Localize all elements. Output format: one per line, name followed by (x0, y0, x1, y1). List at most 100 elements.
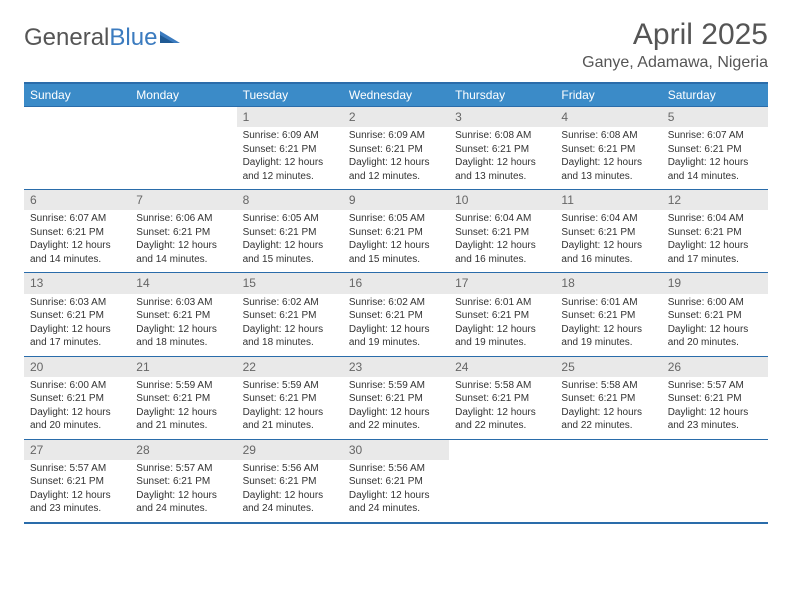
calendar-cell: 19Sunrise: 6:00 AMSunset: 6:21 PMDayligh… (662, 273, 768, 356)
calendar-cell (449, 439, 555, 523)
calendar-cell: 30Sunrise: 5:56 AMSunset: 6:21 PMDayligh… (343, 439, 449, 523)
sunrise-line: Sunrise: 5:57 AM (30, 462, 124, 476)
month-title: April 2025 (582, 18, 768, 52)
sunset-line: Sunset: 6:21 PM (561, 392, 655, 406)
calendar-cell: 25Sunrise: 5:58 AMSunset: 6:21 PMDayligh… (555, 356, 661, 439)
calendar-cell: 1Sunrise: 6:09 AMSunset: 6:21 PMDaylight… (237, 107, 343, 190)
sunrise-line: Sunrise: 6:09 AM (349, 129, 443, 143)
sunset-line: Sunset: 6:21 PM (561, 226, 655, 240)
day-body: Sunrise: 6:04 AMSunset: 6:21 PMDaylight:… (555, 210, 661, 272)
calendar-cell: 26Sunrise: 5:57 AMSunset: 6:21 PMDayligh… (662, 356, 768, 439)
day-body: Sunrise: 6:04 AMSunset: 6:21 PMDaylight:… (662, 210, 768, 272)
day-body: Sunrise: 6:02 AMSunset: 6:21 PMDaylight:… (237, 294, 343, 356)
sunset-line: Sunset: 6:21 PM (136, 475, 230, 489)
day-number: 16 (343, 273, 449, 293)
day-header: Tuesday (237, 83, 343, 107)
daylight-line: Daylight: 12 hours and 14 minutes. (668, 156, 762, 183)
sunset-line: Sunset: 6:21 PM (243, 143, 337, 157)
day-number: 7 (130, 190, 236, 210)
day-body: Sunrise: 6:02 AMSunset: 6:21 PMDaylight:… (343, 294, 449, 356)
day-number: 8 (237, 190, 343, 210)
day-body: Sunrise: 6:07 AMSunset: 6:21 PMDaylight:… (662, 127, 768, 189)
day-number: 25 (555, 357, 661, 377)
sunrise-line: Sunrise: 6:04 AM (455, 212, 549, 226)
calendar-cell: 6 Sunrise: 6:07 AMSunset: 6:21 PMDaylight… (24, 190, 130, 273)
calendar-cell: 23Sunrise: 5:59 AMSunset: 6:21 PMDayligh… (343, 356, 449, 439)
daylight-line: Daylight: 12 hours and 18 minutes. (136, 323, 230, 350)
daylight-line: Daylight: 12 hours and 19 minutes. (349, 323, 443, 350)
calendar-cell: 5Sunrise: 6:07 AMSunset: 6:21 PMDaylight… (662, 107, 768, 190)
daylight-line: Daylight: 12 hours and 24 minutes. (349, 489, 443, 516)
title-block: April 2025 Ganye, Adamawa, Nigeria (582, 18, 768, 72)
calendar-cell (662, 439, 768, 523)
daylight-line: Daylight: 12 hours and 17 minutes. (668, 239, 762, 266)
sunrise-line: Sunrise: 6:03 AM (30, 296, 124, 310)
sunset-line: Sunset: 6:21 PM (349, 309, 443, 323)
calendar-cell: 9Sunrise: 6:05 AMSunset: 6:21 PMDaylight… (343, 190, 449, 273)
calendar-cell: 15Sunrise: 6:02 AMSunset: 6:21 PMDayligh… (237, 273, 343, 356)
day-body: Sunrise: 6:08 AMSunset: 6:21 PMDaylight:… (555, 127, 661, 189)
daylight-line: Daylight: 12 hours and 23 minutes. (30, 489, 124, 516)
day-number: 13 (24, 273, 130, 293)
sunrise-line: Sunrise: 5:59 AM (243, 379, 337, 393)
sunset-line: Sunset: 6:21 PM (30, 226, 124, 240)
daylight-line: Daylight: 12 hours and 18 minutes. (243, 323, 337, 350)
calendar-cell: 21Sunrise: 5:59 AMSunset: 6:21 PMDayligh… (130, 356, 236, 439)
day-body: Sunrise: 5:57 AMSunset: 6:21 PMDaylight:… (130, 460, 236, 522)
day-body: Sunrise: 6:09 AMSunset: 6:21 PMDaylight:… (237, 127, 343, 189)
daylight-line: Daylight: 12 hours and 13 minutes. (455, 156, 549, 183)
calendar-cell: 22Sunrise: 5:59 AMSunset: 6:21 PMDayligh… (237, 356, 343, 439)
day-number: 26 (662, 357, 768, 377)
sunset-line: Sunset: 6:21 PM (30, 392, 124, 406)
sunrise-line: Sunrise: 6:08 AM (455, 129, 549, 143)
sunset-line: Sunset: 6:21 PM (30, 309, 124, 323)
sunrise-line: Sunrise: 6:00 AM (30, 379, 124, 393)
calendar-cell: 20Sunrise: 6:00 AMSunset: 6:21 PMDayligh… (24, 356, 130, 439)
calendar-cell: 2Sunrise: 6:09 AMSunset: 6:21 PMDaylight… (343, 107, 449, 190)
page-header: GeneralBlue April 2025 Ganye, Adamawa, N… (24, 18, 768, 72)
day-number: 5 (662, 107, 768, 127)
flag-icon (160, 24, 182, 52)
daylight-line: Daylight: 12 hours and 14 minutes. (30, 239, 124, 266)
sunset-line: Sunset: 6:21 PM (243, 309, 337, 323)
day-body: Sunrise: 6:05 AMSunset: 6:21 PMDaylight:… (237, 210, 343, 272)
day-body: Sunrise: 5:58 AMSunset: 6:21 PMDaylight:… (449, 377, 555, 439)
sunset-line: Sunset: 6:21 PM (349, 475, 443, 489)
day-body: Sunrise: 5:59 AMSunset: 6:21 PMDaylight:… (130, 377, 236, 439)
sunrise-line: Sunrise: 5:57 AM (136, 462, 230, 476)
day-body: Sunrise: 6:03 AMSunset: 6:21 PMDaylight:… (24, 294, 130, 356)
daylight-line: Daylight: 12 hours and 24 minutes. (243, 489, 337, 516)
day-number: 12 (662, 190, 768, 210)
sunrise-line: Sunrise: 6:07 AM (30, 212, 124, 226)
sunrise-line: Sunrise: 6:01 AM (561, 296, 655, 310)
sunset-line: Sunset: 6:21 PM (668, 309, 762, 323)
day-number: 11 (555, 190, 661, 210)
sunrise-line: Sunrise: 6:07 AM (668, 129, 762, 143)
sunrise-line: Sunrise: 5:59 AM (349, 379, 443, 393)
calendar-cell (555, 439, 661, 523)
day-number: 18 (555, 273, 661, 293)
sunset-line: Sunset: 6:21 PM (136, 392, 230, 406)
day-number: 9 (343, 190, 449, 210)
day-body: Sunrise: 5:58 AMSunset: 6:21 PMDaylight:… (555, 377, 661, 439)
day-number: 6 (24, 190, 130, 210)
day-header: Saturday (662, 83, 768, 107)
daylight-line: Daylight: 12 hours and 12 minutes. (349, 156, 443, 183)
day-body: Sunrise: 5:57 AMSunset: 6:21 PMDaylight:… (662, 377, 768, 439)
day-number: 19 (662, 273, 768, 293)
sunset-line: Sunset: 6:21 PM (243, 475, 337, 489)
day-body: Sunrise: 5:57 AMSunset: 6:21 PMDaylight:… (24, 460, 130, 522)
location-text: Ganye, Adamawa, Nigeria (582, 54, 768, 72)
calendar-cell (130, 107, 236, 190)
day-number: 17 (449, 273, 555, 293)
day-number: 4 (555, 107, 661, 127)
day-header: Friday (555, 83, 661, 107)
day-body: Sunrise: 6:06 AMSunset: 6:21 PMDaylight:… (130, 210, 236, 272)
sunrise-line: Sunrise: 6:02 AM (349, 296, 443, 310)
sunset-line: Sunset: 6:21 PM (30, 475, 124, 489)
daylight-line: Daylight: 12 hours and 19 minutes. (561, 323, 655, 350)
sunset-line: Sunset: 6:21 PM (668, 226, 762, 240)
sunset-line: Sunset: 6:21 PM (561, 143, 655, 157)
daylight-line: Daylight: 12 hours and 17 minutes. (30, 323, 124, 350)
sunset-line: Sunset: 6:21 PM (349, 226, 443, 240)
